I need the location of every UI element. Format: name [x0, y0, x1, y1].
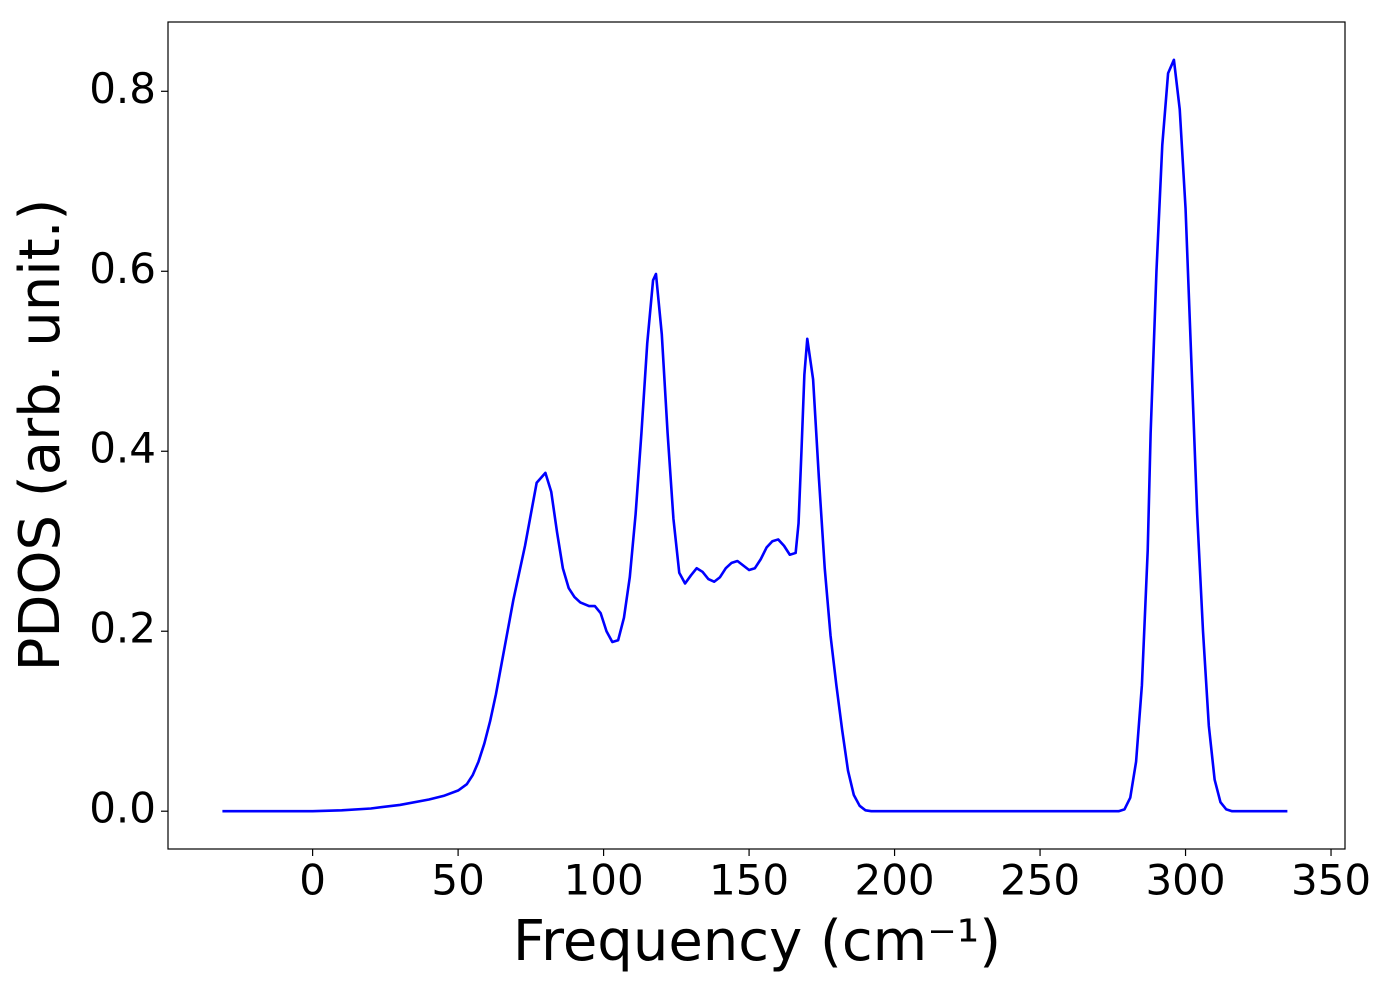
x-tick-label: 200 [854, 856, 934, 905]
x-axis-label: Frequency (cm⁻¹) [513, 909, 1001, 974]
pdos-line [222, 58, 1288, 813]
y-tick-label: 0.6 [89, 244, 156, 293]
y-axis-label: PDOS (arb. unit.) [8, 199, 73, 672]
x-tick-label: 50 [431, 856, 484, 905]
y-tick-label: 0.0 [89, 784, 156, 833]
x-tick-label: 100 [564, 856, 644, 905]
y-tick-label: 0.8 [89, 64, 156, 113]
x-tick-label: 350 [1291, 856, 1371, 905]
x-tick-label: 0 [299, 856, 326, 905]
x-tick-label: 300 [1145, 856, 1225, 905]
y-tick-label: 0.2 [89, 604, 156, 653]
y-tick-label: 0.4 [89, 424, 156, 473]
x-tick-label: 250 [1000, 856, 1080, 905]
x-tick-label: 150 [709, 856, 789, 905]
plot-frame [167, 21, 1346, 850]
